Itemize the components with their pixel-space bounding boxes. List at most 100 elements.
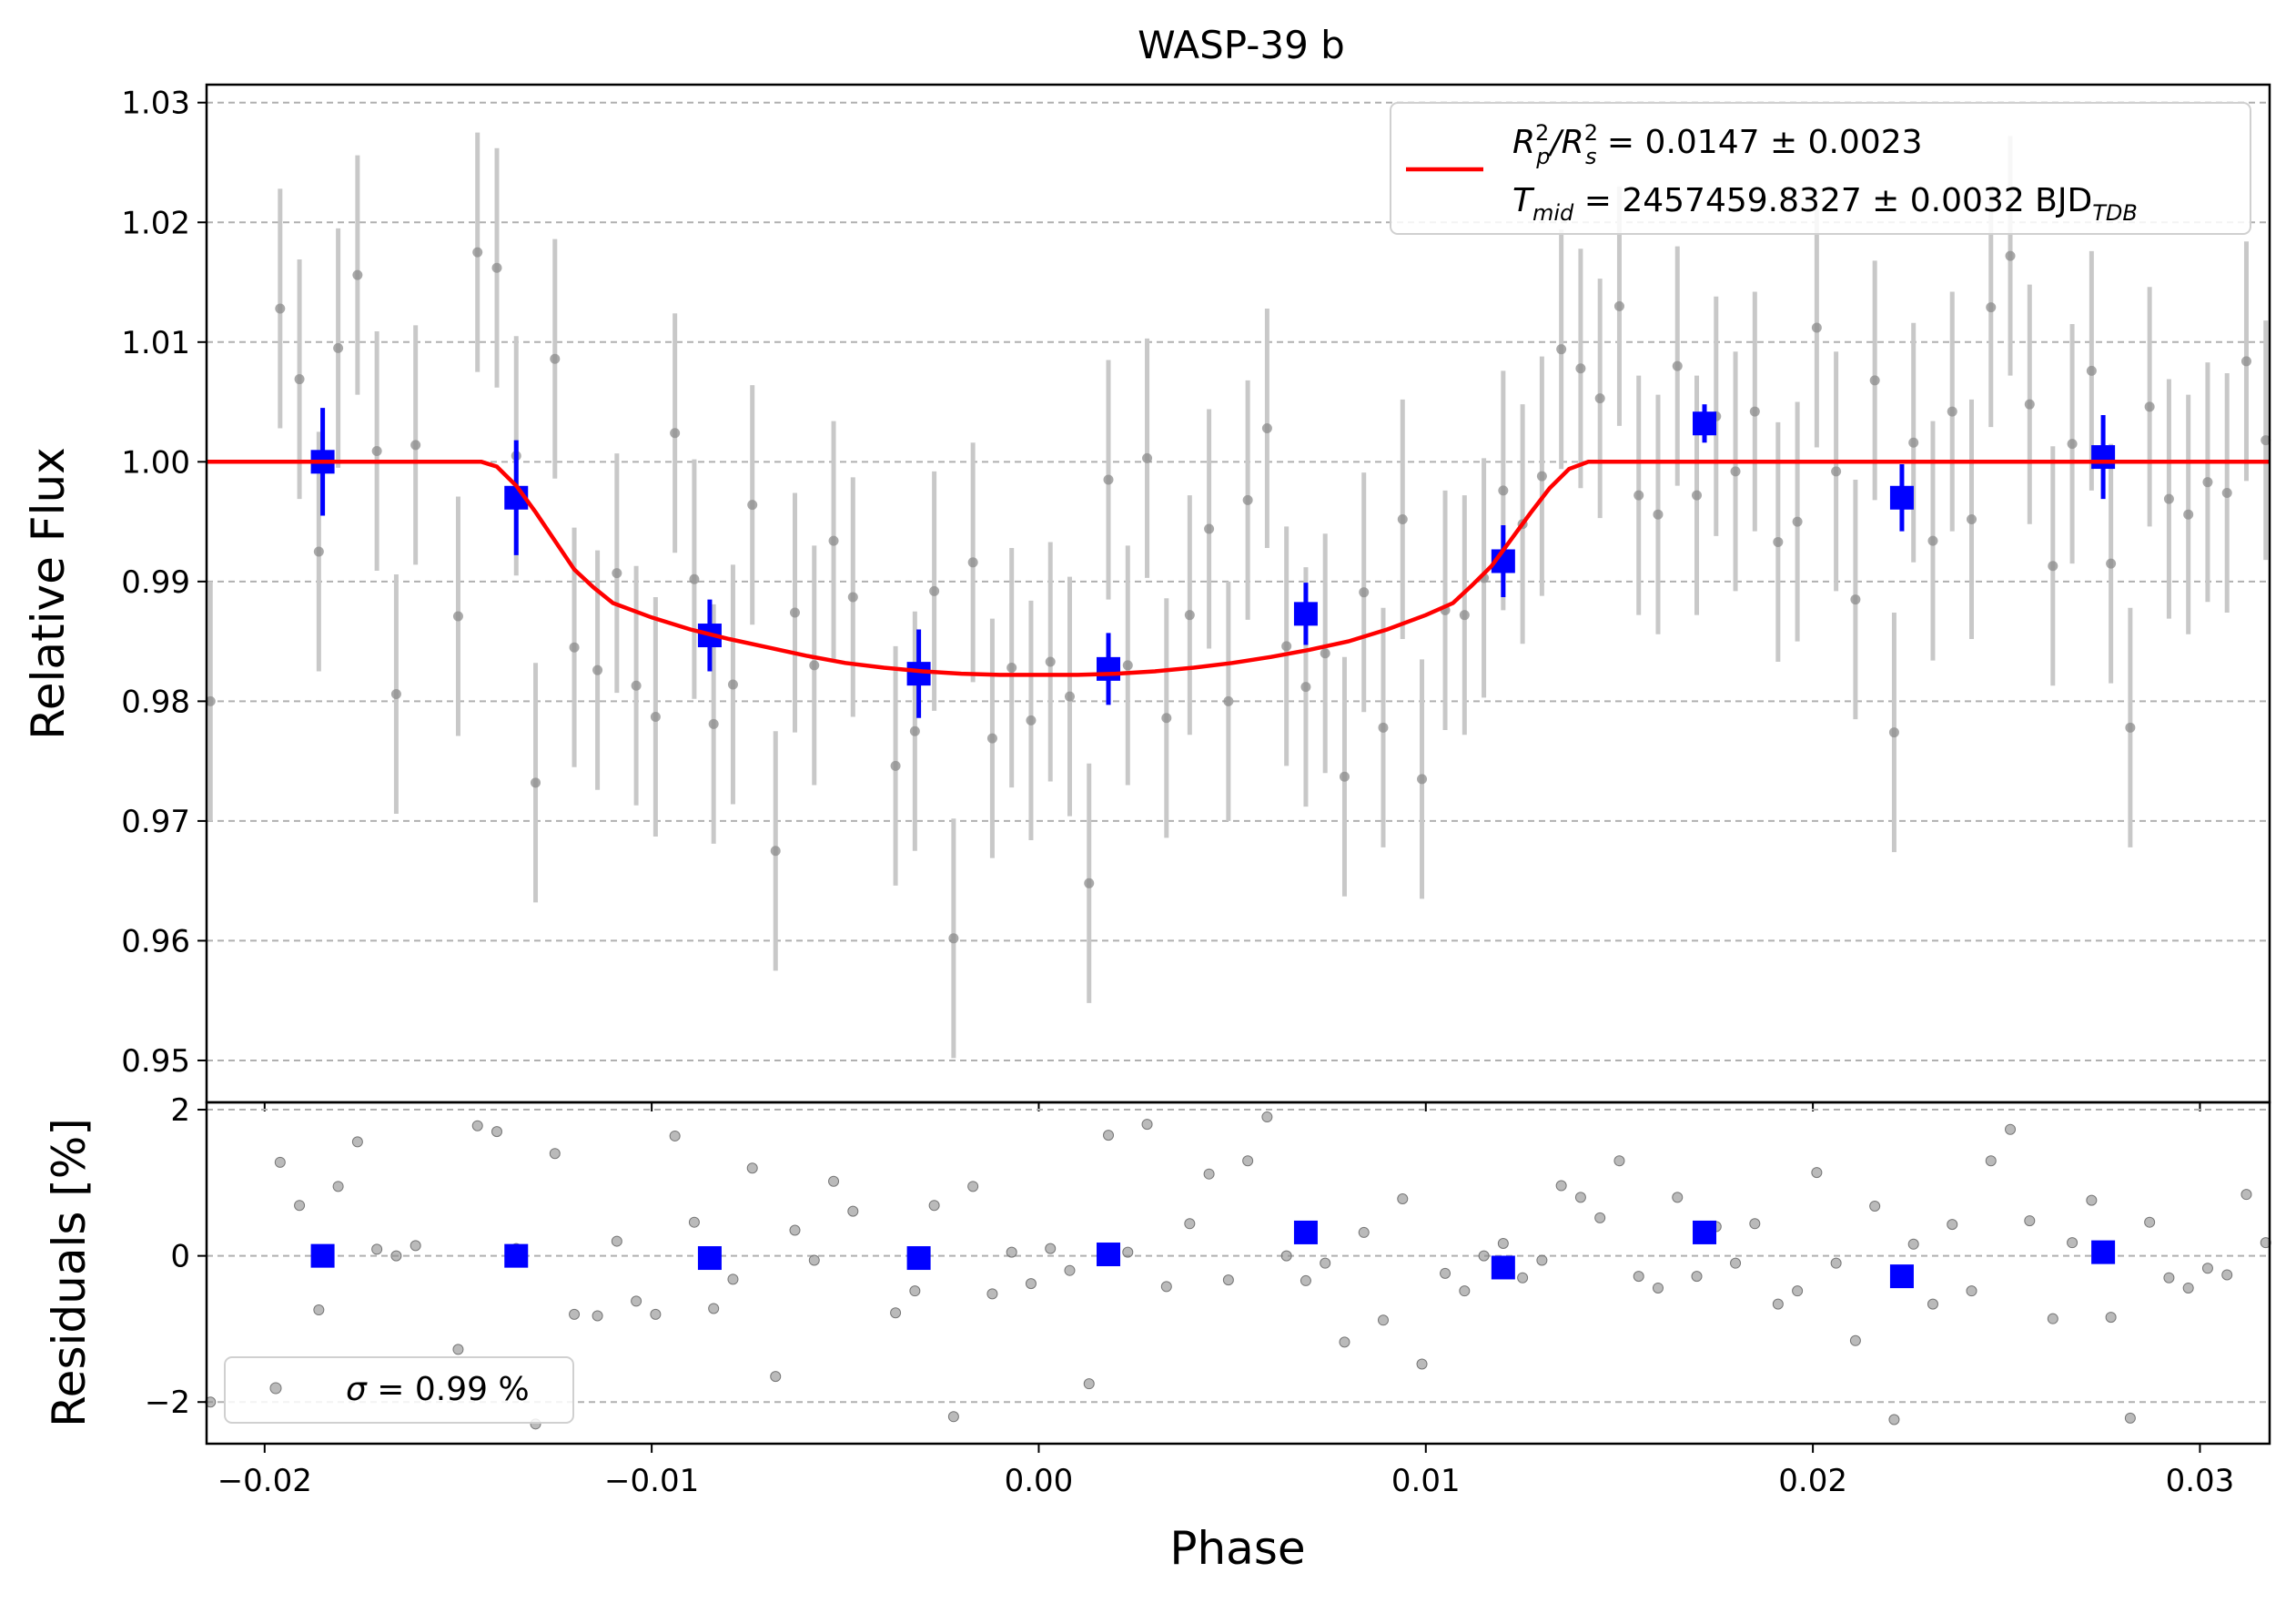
raw-flux-point bbox=[205, 695, 216, 706]
x-tick-label: 0.00 bbox=[1005, 1463, 1074, 1499]
main-binned-points bbox=[310, 404, 2116, 718]
residual-raw-point bbox=[2221, 1269, 2233, 1281]
raw-flux-point bbox=[1026, 715, 1037, 725]
chart-title: WASP-39 b bbox=[1138, 23, 1345, 67]
residual-raw-point bbox=[274, 1156, 286, 1168]
residual-raw-point bbox=[1261, 1111, 1273, 1123]
raw-flux-point bbox=[1204, 523, 1215, 534]
residual-raw-point bbox=[1811, 1167, 1823, 1179]
raw-flux-point bbox=[828, 535, 839, 546]
main-plot-frame bbox=[205, 83, 2271, 1104]
raw-flux-point bbox=[2261, 435, 2271, 446]
raw-flux-point bbox=[352, 269, 363, 280]
raw-flux-point bbox=[929, 585, 940, 596]
binned-flux-point bbox=[1097, 656, 1121, 681]
x-axis-label: Phase bbox=[1169, 1522, 1305, 1575]
raw-flux-point bbox=[1653, 509, 1664, 520]
residual-plot-frame bbox=[205, 1101, 2271, 1446]
residual-raw-point bbox=[808, 1254, 820, 1266]
residual-raw-point bbox=[2067, 1237, 2079, 1249]
residual-raw-point bbox=[2124, 1412, 2136, 1424]
residual-raw-point bbox=[669, 1130, 681, 1141]
raw-flux-point bbox=[1142, 452, 1153, 463]
residual-y-axis-label: Residuals [%] bbox=[43, 1118, 96, 1427]
residual-raw-point bbox=[1633, 1271, 1644, 1283]
main-legend: R2 p/R2 s = 0.0147 ± 0.0023 Tmid = 2457459… bbox=[1390, 102, 2251, 235]
residual-x-ticks: −0.02 −0.01 0.00 0.01 0.02 0.03 bbox=[217, 1444, 2235, 1499]
residual-binned-point bbox=[1889, 1264, 1914, 1289]
raw-flux-point bbox=[1986, 302, 1997, 313]
residual-raw-point bbox=[2086, 1194, 2098, 1206]
main-raw-points bbox=[205, 247, 2271, 944]
raw-flux-point bbox=[1869, 375, 1880, 386]
raw-flux-point bbox=[1850, 594, 1861, 605]
residual-raw-point bbox=[1536, 1254, 1548, 1266]
residual-raw-point bbox=[1691, 1271, 1703, 1283]
residual-raw-point bbox=[1045, 1243, 1057, 1254]
main-y-axis-label: Relative Flux bbox=[22, 447, 75, 739]
raw-flux-point bbox=[1261, 422, 1272, 433]
residual-raw-point bbox=[1416, 1358, 1428, 1370]
residual-raw-point bbox=[1613, 1155, 1625, 1167]
residual-raw-point bbox=[1594, 1212, 1606, 1223]
residual-raw-point bbox=[1907, 1238, 1919, 1250]
binned-flux-point bbox=[1293, 602, 1318, 626]
raw-flux-point bbox=[1242, 494, 1253, 505]
raw-flux-point bbox=[727, 679, 738, 690]
raw-flux-point bbox=[847, 592, 858, 603]
raw-flux-point bbox=[708, 718, 719, 729]
raw-flux-point bbox=[1966, 513, 1977, 524]
raw-flux-point bbox=[1692, 490, 1703, 501]
residual-raw-point bbox=[549, 1148, 561, 1160]
raw-flux-point bbox=[747, 500, 758, 511]
residual-raw-point bbox=[491, 1126, 502, 1138]
residual-raw-point bbox=[1440, 1267, 1451, 1279]
raw-flux-point bbox=[1633, 490, 1644, 501]
raw-flux-point bbox=[1006, 663, 1017, 674]
residual-raw-point bbox=[2182, 1282, 2194, 1294]
x-tick-label: −0.01 bbox=[604, 1463, 699, 1499]
main-error-bars bbox=[207, 132, 2269, 1059]
raw-flux-point bbox=[333, 342, 344, 353]
residual-raw-point bbox=[928, 1200, 940, 1212]
residual-raw-point bbox=[1947, 1219, 1958, 1231]
residual-raw-point bbox=[611, 1235, 622, 1247]
residual-raw-point bbox=[967, 1181, 979, 1192]
raw-flux-point bbox=[1459, 610, 1470, 621]
residual-raw-point bbox=[909, 1285, 921, 1297]
raw-flux-point bbox=[1359, 587, 1370, 598]
residual-raw-point bbox=[1222, 1274, 1234, 1286]
raw-flux-point bbox=[1888, 727, 1899, 738]
raw-flux-point bbox=[1927, 535, 1938, 546]
residual-raw-point bbox=[1203, 1168, 1215, 1180]
raw-flux-point bbox=[1773, 536, 1784, 547]
raw-flux-point bbox=[1103, 474, 1114, 485]
raw-flux-point bbox=[390, 688, 401, 699]
raw-flux-point bbox=[1281, 641, 1292, 652]
x-tick-label: 0.03 bbox=[2166, 1463, 2235, 1499]
residual-raw-point bbox=[1242, 1155, 1254, 1167]
residual-raw-point bbox=[1103, 1130, 1115, 1141]
raw-flux-point bbox=[1498, 485, 1509, 496]
raw-flux-point bbox=[948, 933, 959, 944]
residual-raw-point bbox=[708, 1303, 720, 1314]
residual-raw-point bbox=[1985, 1155, 1997, 1167]
residual-raw-point bbox=[2024, 1215, 2036, 1227]
residual-y-tick-label: −2 bbox=[145, 1385, 190, 1421]
y-tick-label: 0.96 bbox=[121, 923, 190, 959]
residual-raw-point bbox=[828, 1175, 840, 1187]
residual-raw-point bbox=[1927, 1298, 1938, 1310]
raw-flux-point bbox=[650, 711, 661, 722]
raw-flux-point bbox=[1378, 722, 1389, 733]
raw-flux-point bbox=[1908, 437, 1919, 448]
residual-raw-point bbox=[2144, 1216, 2156, 1228]
residual-raw-point bbox=[371, 1243, 383, 1255]
residual-raw-point bbox=[294, 1200, 306, 1212]
residual-raw-point bbox=[1397, 1192, 1409, 1204]
residual-binned-points bbox=[310, 1220, 2116, 1289]
residual-raw-point bbox=[1320, 1257, 1331, 1269]
residual-y-ticks: −2 0 2 bbox=[145, 1092, 207, 1421]
residual-raw-point bbox=[1849, 1334, 1861, 1346]
raw-flux-point bbox=[1594, 393, 1605, 404]
